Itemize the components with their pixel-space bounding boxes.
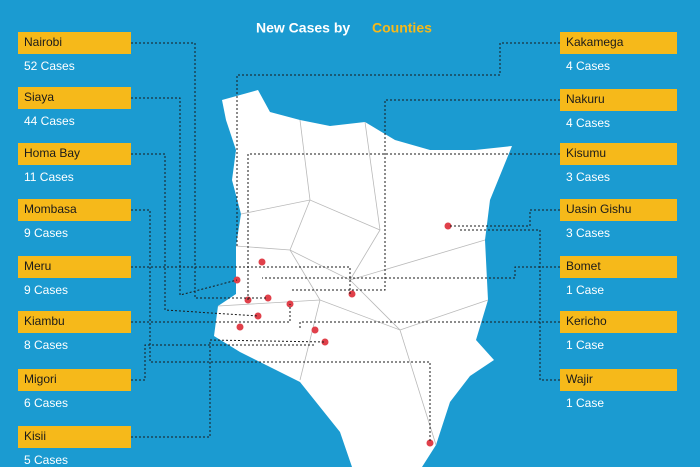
county-label-box [18,87,131,109]
county-name: Kericho [566,314,607,328]
county-name: Meru [24,259,51,273]
case-count: 1 Case [566,396,604,410]
county-name: Kiambu [24,314,65,328]
case-count: 11 Cases [24,170,74,184]
county-name: Migori [24,372,57,386]
county-label-box [18,256,131,278]
county-label-box [18,426,131,448]
case-count: 4 Cases [566,116,610,130]
county-label-box [18,143,131,165]
county-label-box [560,89,677,111]
case-count: 4 Cases [566,59,610,73]
county-label-box [560,311,677,333]
county-label-box [560,256,677,278]
title: New Cases by [256,20,350,36]
county-name: Nakuru [566,92,605,106]
case-count: 3 Cases [566,170,610,184]
case-count: 44 Cases [24,114,75,128]
county-name: Homa Bay [24,146,80,160]
county-name: Kisii [24,429,46,443]
case-count: 1 Case [566,338,604,352]
county-name: Uasin Gishu [566,202,631,216]
county-label-box [18,369,131,391]
county-label-box [18,32,131,54]
county-name: Kisumu [566,146,606,160]
case-count: 1 Case [566,283,604,297]
county-name: Nairobi [24,35,62,49]
case-count: 3 Cases [566,226,610,240]
case-count: 9 Cases [24,226,68,240]
county-name: Bomet [566,259,601,273]
county-label-box [18,311,131,333]
county-label-box [560,369,677,391]
county-name: Kakamega [566,35,624,49]
county-name: Mombasa [24,202,77,216]
county-lists: Nairobi 52 Cases Siaya 44 Cases Homa Bay 11 C… [18,32,677,467]
county-label-box [560,199,677,221]
case-count: 9 Cases [24,283,68,297]
title-highlight: Counties [372,20,432,36]
connectors [131,42,560,443]
county-name: Wajir [566,372,593,386]
case-count: 6 Cases [24,396,68,410]
county-label-box [18,199,131,221]
case-count: 52 Cases [24,59,75,73]
case-count: 8 Cases [24,338,68,352]
county-name: Siaya [24,90,54,104]
county-label-box [560,32,677,54]
case-count: 5 Cases [24,453,68,467]
county-label-box [560,143,677,165]
